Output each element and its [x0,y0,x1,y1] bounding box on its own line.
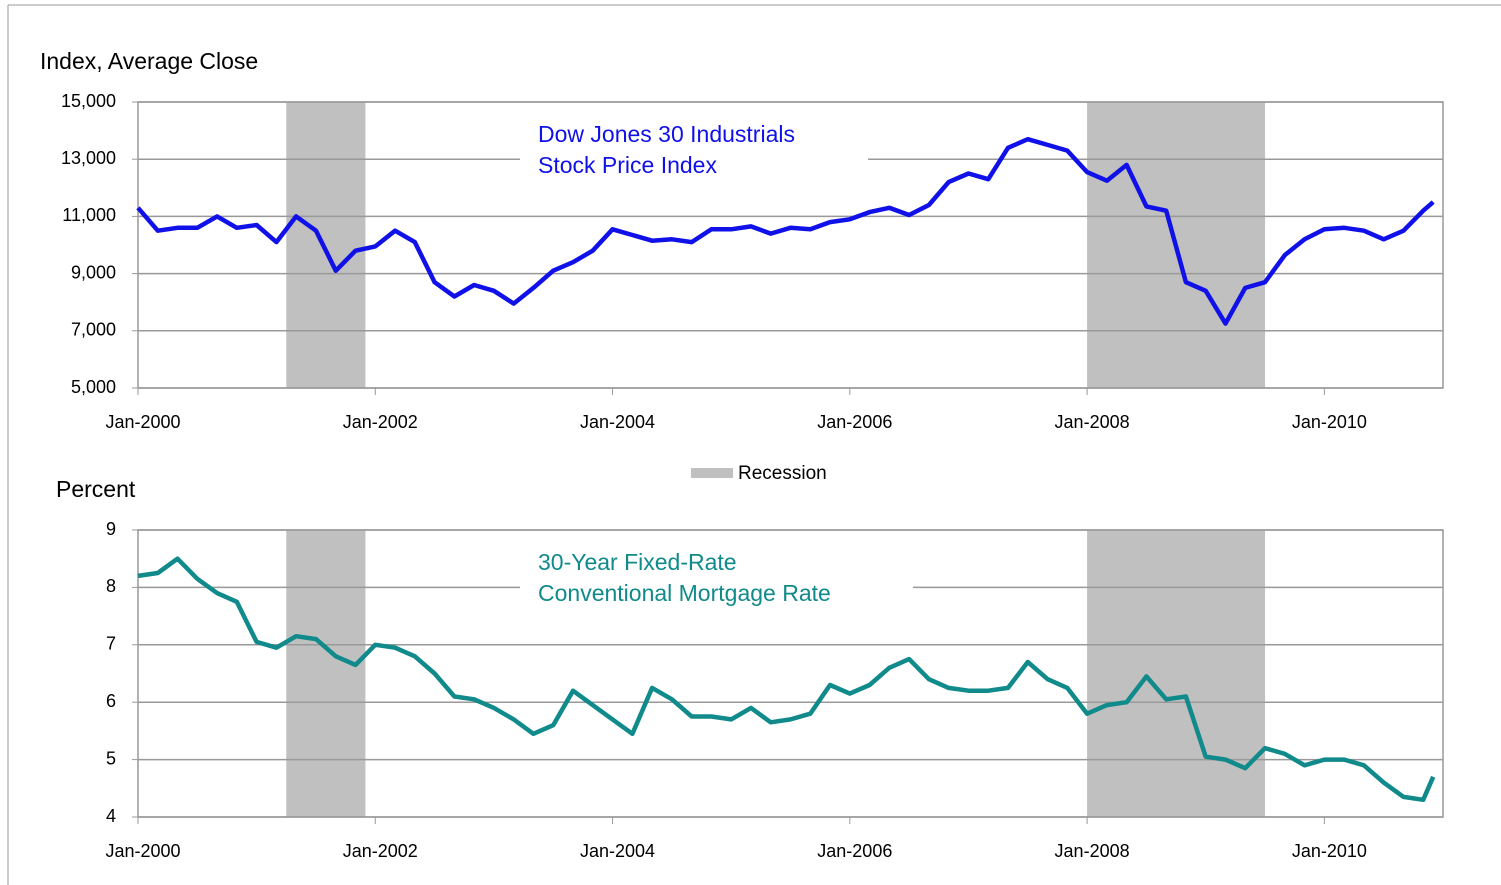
x-tick-label: Jan-2010 [1292,841,1367,861]
x-tick-label: Jan-2006 [817,412,892,432]
y-tick-label: 9 [106,519,116,539]
y-axis-label: Percent [56,476,136,502]
annotation: Stock Price Index [538,152,717,178]
y-tick-label: 5,000 [71,377,116,397]
recession-band [286,102,366,388]
annotation: Conventional Mortgage Rate [538,580,831,606]
y-tick-label: 8 [106,576,116,596]
y-tick-label: 4 [106,806,116,826]
y-tick-label: 9,000 [71,262,116,282]
series-line [137,556,1436,803]
annotation-box [520,544,913,616]
recession-band [286,530,366,817]
y-tick-label: 13,000 [61,148,116,168]
legend-swatch [691,468,733,478]
x-tick-label: Jan-2002 [343,412,418,432]
series-line [136,136,1435,326]
y-tick-label: 5 [106,748,116,768]
y-tick-label: 15,000 [61,91,116,111]
x-tick-label: Jan-2006 [817,841,892,861]
y-tick-label: 6 [106,691,116,711]
x-tick-label: Jan-2000 [105,841,180,861]
y-tick-label: 7,000 [71,320,116,340]
x-tick-label: Jan-2008 [1055,841,1130,861]
x-tick-label: Jan-2010 [1292,412,1367,432]
annotation: 30-Year Fixed-Rate [538,549,737,575]
recession-band [1087,530,1266,817]
annotation-box [520,116,868,188]
plot-border [137,101,1444,389]
x-tick-label: Jan-2002 [343,841,418,861]
annotation: Dow Jones 30 Industrials [538,121,795,147]
x-tick-label: Jan-2004 [580,412,655,432]
y-axis-label: Index, Average Close [40,48,258,74]
y-tick-label: 7 [106,634,116,654]
x-tick-label: Jan-2008 [1055,412,1130,432]
x-tick-label: Jan-2004 [580,841,655,861]
y-tick-label: 11,000 [62,205,116,225]
legend-label: Recession [738,463,827,484]
x-tick-label: Jan-2000 [105,412,180,432]
plot-border [137,529,1444,818]
